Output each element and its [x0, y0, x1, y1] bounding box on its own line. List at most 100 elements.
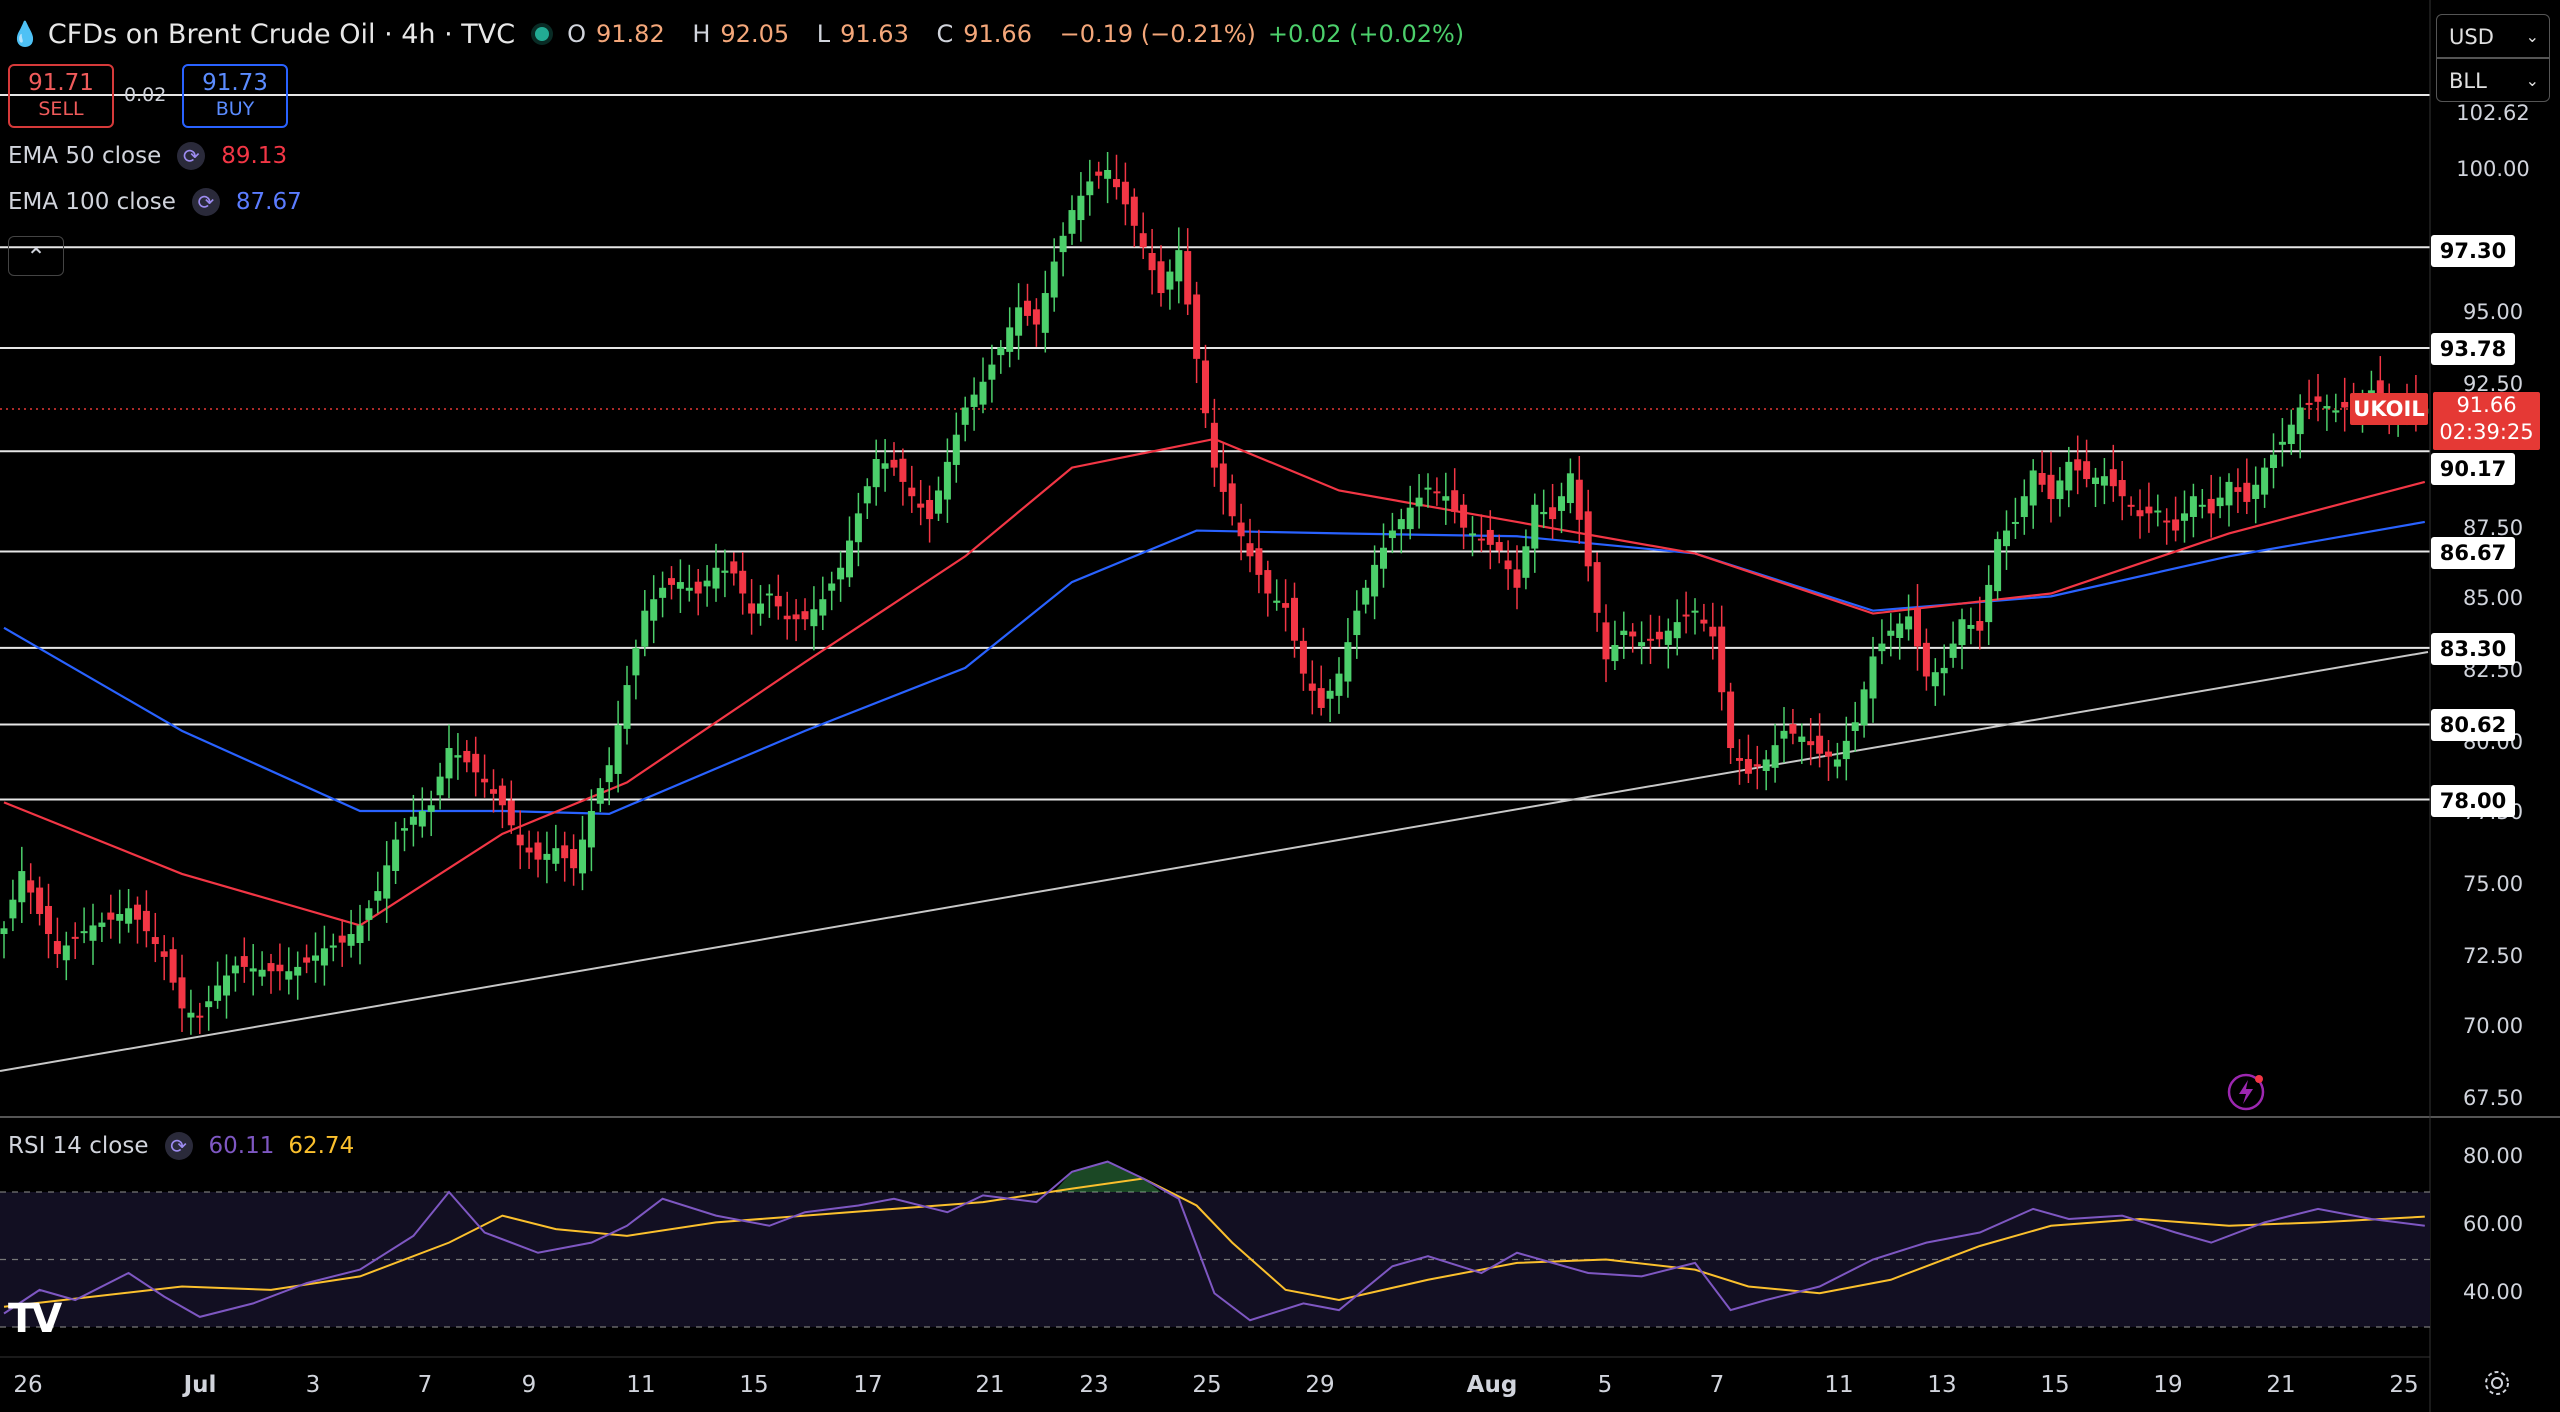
level-label[interactable]: 90.17 [2431, 453, 2515, 485]
candle [142, 890, 150, 948]
time-tick: 29 [1305, 1372, 1335, 1398]
candle [2225, 473, 2233, 527]
candle [356, 904, 364, 965]
candle [2323, 394, 2331, 431]
candle [1166, 259, 1174, 310]
candle [890, 442, 898, 476]
candle [668, 566, 675, 600]
candle [1700, 603, 1708, 632]
candle [1647, 614, 1654, 664]
candle [1184, 228, 1192, 316]
candle [2011, 497, 2019, 540]
candle [685, 564, 693, 602]
candle [863, 478, 871, 520]
candle [1317, 665, 1325, 716]
candle [2074, 435, 2082, 495]
gear-icon[interactable] [2482, 1368, 2512, 1398]
candle [2047, 451, 2055, 523]
candle [1380, 523, 1387, 588]
candle [1015, 283, 1023, 360]
candle [338, 919, 346, 967]
trendline[interactable] [0, 651, 2429, 1072]
candle [641, 590, 649, 657]
candle [854, 492, 862, 567]
candle [1896, 613, 1904, 660]
candle [1335, 657, 1343, 714]
level-label[interactable]: 80.62 [2431, 709, 2515, 741]
candle [1388, 512, 1396, 554]
candle [1193, 281, 1201, 384]
candle [240, 937, 248, 983]
candle [1851, 701, 1859, 752]
cycle-icon[interactable]: ⟳ [164, 1132, 193, 1160]
time-tick: 21 [975, 1372, 1005, 1398]
price-tick: 85.00 [2462, 586, 2524, 610]
rsi-tick: 60.00 [2462, 1212, 2524, 1236]
candle [1362, 579, 1370, 614]
candle [1869, 636, 1877, 723]
buy-label: BUY [215, 98, 255, 120]
buy-button[interactable]: 91.73 BUY [182, 64, 288, 128]
candle [1024, 283, 1031, 326]
candle [605, 747, 613, 806]
cycle-icon[interactable]: ⟳ [177, 142, 206, 170]
candle [1299, 627, 1307, 691]
candle [1451, 468, 1459, 524]
level-label[interactable]: 78.00 [2431, 785, 2515, 817]
level-label[interactable]: 93.78 [2431, 333, 2515, 365]
candle [1344, 618, 1352, 698]
candle [71, 922, 79, 960]
unit-select[interactable]: BLL ⌄ [2436, 58, 2550, 102]
candle [1104, 151, 1112, 204]
candle [1050, 238, 1058, 312]
candle [454, 733, 462, 780]
ema50-legend[interactable]: EMA 50 close ⟳ 89.13 [8, 142, 287, 170]
collapse-legend-button[interactable]: ⌃ [8, 236, 64, 276]
candle [151, 912, 159, 963]
level-label[interactable]: 83.30 [2431, 633, 2515, 665]
candle [614, 700, 622, 793]
candle [1887, 613, 1895, 657]
time-tick: 5 [1597, 1372, 1613, 1398]
time-tick: 11 [626, 1372, 656, 1398]
time-tick: 17 [853, 1372, 883, 1398]
rsi-value: 60.11 [208, 1133, 275, 1159]
currency-select[interactable]: USD ⌄ [2436, 14, 2550, 58]
candle [748, 579, 756, 635]
rsi-tick: 80.00 [2462, 1144, 2524, 1168]
candle [1575, 455, 1583, 544]
candle [2207, 474, 2215, 538]
candle [1540, 489, 1548, 529]
level-label[interactable]: 97.30 [2431, 235, 2515, 267]
symbol-title[interactable]: CFDs on Brent Crude Oil · 4h · TVC [47, 18, 516, 50]
candle [952, 412, 960, 483]
chevron-up-icon: ⌃ [25, 243, 47, 271]
candle [1219, 442, 1227, 515]
tradingview-logo[interactable]: TV [8, 1296, 62, 1342]
rsi-tick: 40.00 [2462, 1280, 2524, 1304]
candle [1531, 493, 1539, 573]
candle [1130, 188, 1138, 248]
candle [0, 921, 8, 959]
candle [1744, 734, 1752, 784]
candle [908, 465, 916, 513]
bolt-icon[interactable] [2226, 1072, 2266, 1112]
sell-button[interactable]: 91.71 SELL [8, 64, 114, 128]
candle [935, 476, 942, 521]
candle [1682, 591, 1690, 634]
candle [979, 357, 987, 414]
level-label[interactable]: 86.67 [2431, 537, 2515, 569]
candle [98, 912, 106, 943]
cycle-icon[interactable]: ⟳ [191, 188, 220, 216]
candle [579, 815, 586, 891]
candle [1825, 740, 1832, 781]
ema100-legend[interactable]: EMA 100 close ⟳ 87.67 [8, 188, 302, 216]
candle [846, 516, 853, 587]
candle [2252, 466, 2260, 524]
candle [1807, 718, 1815, 766]
candle [525, 830, 533, 869]
candle [1006, 307, 1014, 368]
rsi-legend[interactable]: RSI 14 close ⟳ 60.11 62.74 [8, 1132, 354, 1160]
candle [783, 591, 791, 640]
